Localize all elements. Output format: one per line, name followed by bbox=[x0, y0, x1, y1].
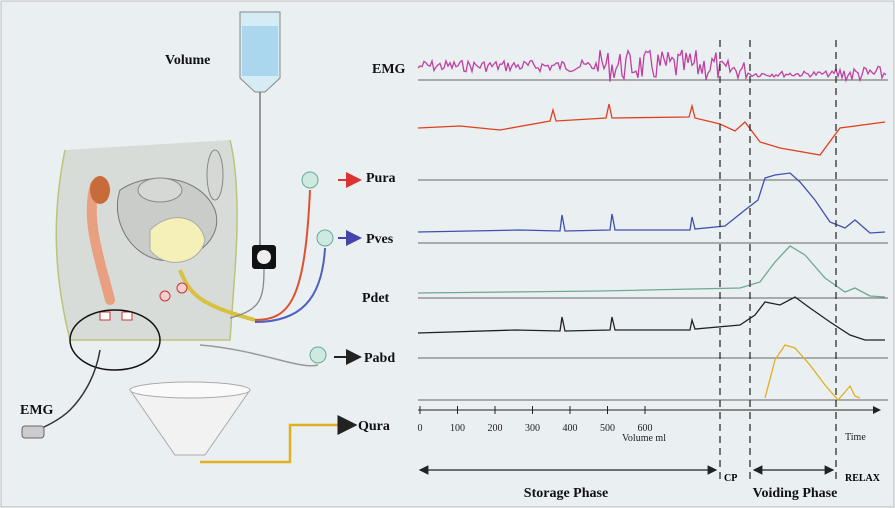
volume-axis: 0 100 200 300 400 500 600 bbox=[418, 406, 653, 434]
pressure-lines bbox=[199, 171, 362, 367]
channel-label: Pabd bbox=[364, 351, 395, 366]
phase-label: Storage Phase bbox=[524, 486, 608, 501]
pdet-trace bbox=[417, 245, 886, 298]
channel-label: Qura bbox=[358, 419, 390, 434]
phase-dividers bbox=[719, 40, 837, 480]
pabd-trace bbox=[417, 296, 885, 341]
infusion-set bbox=[229, 11, 281, 319]
tick-label: 0 bbox=[418, 423, 423, 434]
volume-label: Volume bbox=[165, 53, 210, 68]
channel-label: Pura bbox=[366, 171, 396, 186]
channel-label: Pdet bbox=[362, 291, 390, 306]
flow-trace bbox=[764, 344, 861, 401]
phase-label: CP bbox=[724, 473, 737, 484]
pves-trace bbox=[417, 172, 886, 234]
tick-label: 600 bbox=[638, 423, 653, 434]
tick-label: 200 bbox=[488, 423, 503, 434]
time-label: Time bbox=[845, 432, 866, 443]
anatomy bbox=[21, 139, 256, 439]
axis-label: Volume ml bbox=[622, 433, 666, 444]
channel-label: Pves bbox=[366, 232, 394, 247]
phase-label: Voiding Phase bbox=[753, 486, 838, 501]
emg-source-label: EMG bbox=[20, 403, 54, 418]
phase-label: RELAX bbox=[845, 473, 881, 484]
tick-label: 300 bbox=[525, 423, 540, 434]
tick-label: 400 bbox=[563, 423, 578, 434]
pura-trace bbox=[417, 103, 886, 156]
baselines bbox=[418, 79, 888, 414]
flowmeter bbox=[129, 381, 358, 464]
tick-label: 500 bbox=[600, 423, 615, 434]
channel-label: EMG bbox=[372, 62, 406, 77]
emg-trace bbox=[417, 48, 887, 83]
tick-label: 100 bbox=[450, 423, 465, 434]
